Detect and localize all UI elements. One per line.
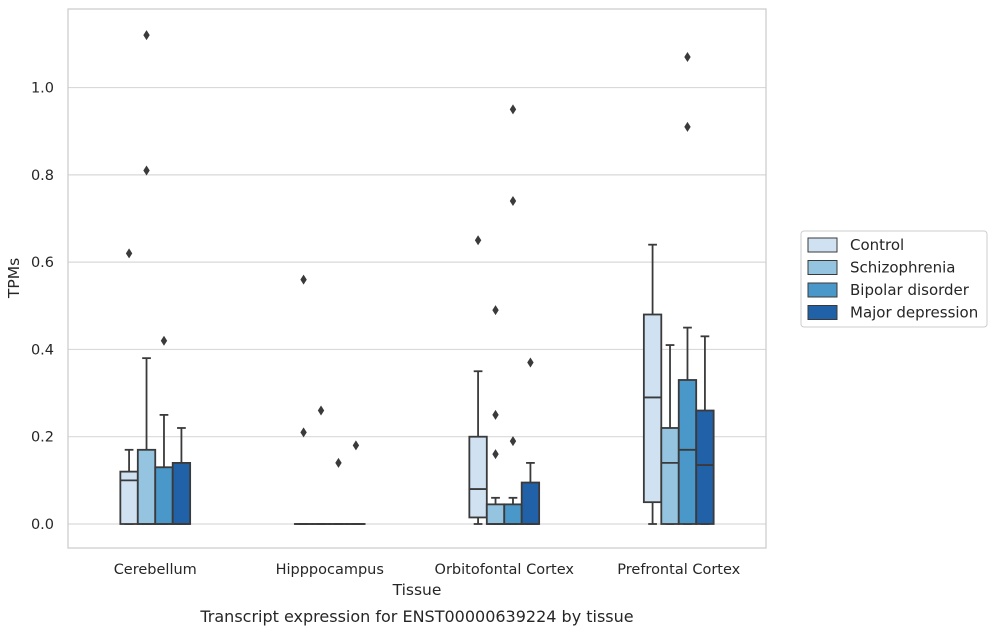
box-iqr: [642, 313, 663, 504]
x-axis-label: Tissue: [392, 581, 442, 599]
outlier-point: [300, 427, 307, 438]
outlier-point: [509, 104, 517, 115]
series-major-depression: [171, 335, 715, 525]
box-plot: [154, 335, 174, 525]
y-tick-label: 0.8: [31, 168, 54, 184]
x-tick-label: Orbitofontal Cortex: [435, 562, 575, 578]
box-plot: [171, 427, 192, 525]
box-plot: [468, 235, 488, 525]
box-iqr: [136, 448, 157, 525]
legend-label: Control: [850, 236, 904, 254]
chart-caption: Transcript expression for ENST0000063922…: [199, 607, 633, 626]
legend-label: Major depression: [850, 304, 978, 322]
box-iqr: [171, 461, 192, 525]
outlier-point: [509, 196, 517, 207]
outlier-point: [160, 335, 168, 346]
y-axis-label: TPMs: [5, 258, 23, 299]
box-plot: [503, 104, 523, 525]
box-plot: [328, 457, 349, 525]
box-iqr: [468, 435, 488, 519]
series-control: [119, 235, 663, 525]
x-tick-label: Cerebellum: [114, 562, 197, 578]
legend-swatch: [807, 282, 838, 298]
box-plot: [485, 305, 506, 525]
outlier-point: [684, 121, 691, 132]
box-iqr: [520, 481, 541, 525]
outlier-point: [143, 30, 150, 41]
legend-label: Bipolar disorder: [850, 281, 970, 299]
series-bipolar-disorder: [154, 52, 698, 525]
x-tick-label: Prefrontal Cortex: [617, 562, 740, 578]
box-iqr: [485, 503, 506, 525]
box-iqr: [154, 466, 174, 525]
legend-swatch: [807, 237, 838, 253]
outlier-point: [143, 165, 150, 176]
outlier-point: [509, 436, 517, 447]
y-tick-label: 1.0: [31, 81, 54, 97]
box-plot: [677, 52, 698, 525]
box-plot: [642, 243, 663, 525]
y-tick-label: 0.6: [31, 255, 54, 271]
outlier-point: [300, 274, 307, 285]
outlier-point: [125, 248, 133, 259]
box-plot: [119, 248, 139, 525]
box-plot: [311, 405, 331, 525]
outlier-point: [492, 305, 499, 316]
legend: Control Schizophrenia Bipolar disorder Majo…: [800, 230, 988, 328]
outlier-point: [335, 457, 342, 468]
y-tick-label: 0.0: [31, 517, 54, 533]
outlier-point: [317, 405, 325, 416]
y-tick-label: 0.4: [31, 342, 54, 358]
box-plot: [695, 335, 715, 525]
box-iqr: [677, 379, 698, 525]
legend-frame: [800, 230, 988, 328]
x-tick-label: Hipppocampus: [276, 562, 384, 578]
outlier-point: [492, 409, 499, 420]
outlier-point: [352, 440, 360, 451]
box-plot: [346, 440, 366, 525]
box-plot: [660, 344, 680, 525]
box-iqr: [660, 427, 680, 525]
box-plot: [520, 357, 541, 525]
x-axis-ticks: Cerebellum Hipppocampus Orbitofontal Corte…: [114, 562, 741, 578]
y-axis-ticks: 0.0 0.2 0.4 0.6 0.8 1.0: [31, 81, 54, 533]
series-schizophrenia: [136, 30, 680, 525]
y-tick-label: 0.2: [31, 430, 54, 446]
outlier-point: [527, 357, 534, 368]
legend-label: Schizophrenia: [850, 259, 955, 277]
box-series: [119, 30, 715, 525]
outlier-point: [474, 235, 482, 246]
plot-area-frame: [67, 8, 767, 549]
box-plot: [293, 274, 314, 525]
legend-swatch: [807, 305, 838, 320]
box-iqr: [695, 409, 715, 525]
outlier-point: [492, 449, 499, 460]
box-plot: [136, 30, 157, 525]
box-iqr: [503, 503, 523, 525]
legend-swatch: [807, 260, 838, 275]
outlier-point: [684, 52, 691, 63]
